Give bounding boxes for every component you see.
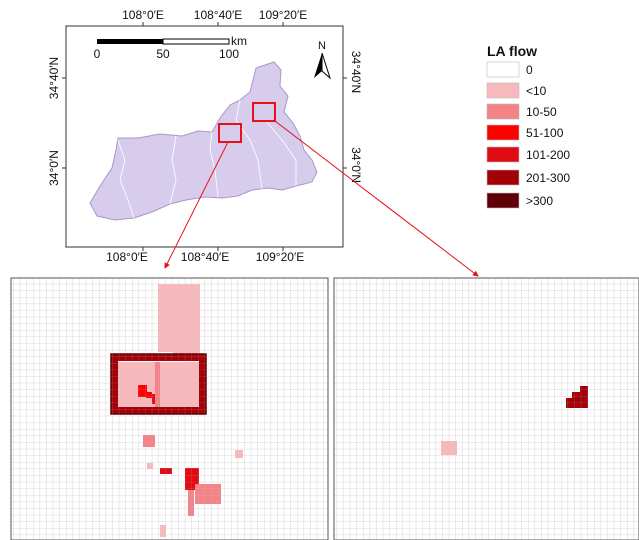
zone-2-arrow — [274, 120, 479, 277]
legend-swatch-4 — [486, 146, 520, 163]
right-tick-1: 34°40′N — [349, 51, 363, 93]
legend-swatch-2 — [486, 103, 520, 120]
legend-label-2: 10-50 — [526, 105, 557, 119]
legend-swatch-3 — [486, 124, 520, 141]
top-tick-2: 108°40′E — [194, 8, 242, 22]
legend-swatch-1 — [486, 82, 520, 99]
legend-swatch-6 — [486, 192, 520, 209]
zone-1-arrow — [164, 141, 229, 269]
right-tick-2: 34°0′N — [349, 147, 363, 183]
legend: LA flow 0 <10 10-50 51-100 101-200 201-300 >30… — [486, 43, 570, 209]
detail-panel-right — [333, 277, 639, 540]
legend-label-6: >300 — [526, 194, 553, 208]
legend-label-5: 201-300 — [526, 171, 570, 185]
left-tick-2: 34°0′N — [47, 150, 61, 186]
grid-overlay-left — [11, 278, 328, 540]
left-tick-1: 34°40′N — [47, 57, 61, 99]
scale-label-0: 0 — [94, 47, 101, 61]
legend-title: LA flow — [487, 43, 537, 59]
overview-map: 108°0′E 108°40′E 109°20′E 108°0′E 108°40… — [47, 8, 363, 264]
north-arrow-icon: N — [314, 40, 332, 80]
detail-panel-left — [10, 277, 329, 540]
legend-swatch-5 — [486, 169, 520, 186]
legend-label-3: 51-100 — [526, 126, 564, 140]
zone-2-highlight[interactable] — [252, 102, 276, 122]
scale-bar: 0 50 100 km — [94, 34, 247, 61]
top-tick-3: 109°20′E — [259, 8, 307, 22]
legend-label-0: 0 — [526, 63, 533, 77]
bottom-tick-1: 108°0′E — [106, 250, 148, 264]
district-boundaries — [117, 99, 297, 219]
scale-label-50: 50 — [156, 47, 170, 61]
zone-1-highlight[interactable] — [218, 123, 242, 143]
bottom-tick-3: 109°20′E — [256, 250, 304, 264]
study-region-polygon — [89, 61, 318, 221]
scale-label-100: 100 — [219, 47, 239, 61]
north-label: N — [318, 40, 326, 52]
legend-label-4: 101-200 — [526, 148, 570, 162]
legend-label-1: <10 — [526, 84, 547, 98]
grid-overlay-right — [334, 278, 639, 540]
scale-unit: km — [231, 34, 247, 48]
bottom-tick-2: 108°40′E — [181, 250, 229, 264]
top-tick-1: 108°0′E — [122, 8, 164, 22]
legend-swatch-0 — [486, 61, 520, 78]
